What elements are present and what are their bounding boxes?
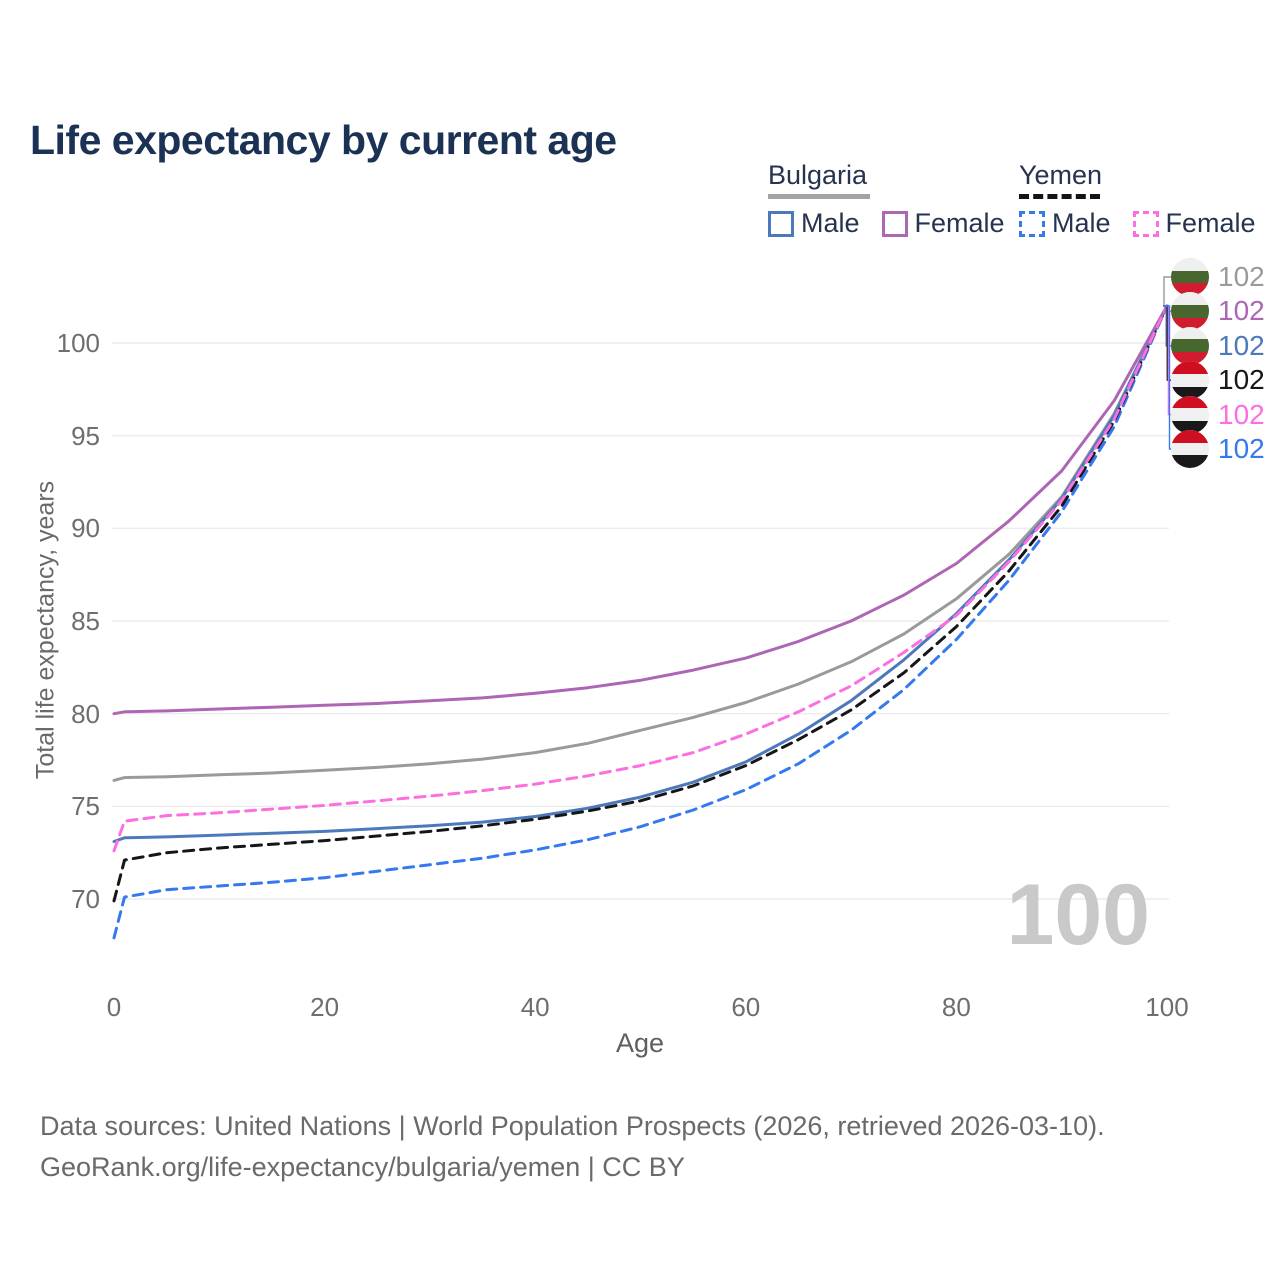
- y-tick-label: 90: [71, 513, 100, 544]
- bulgaria-flag-icon: [1171, 326, 1209, 365]
- y-axis-title: Total life expectancy, years: [31, 480, 60, 780]
- series-line-bulgaria-male[interactable]: [112, 304, 1169, 843]
- legend-item-yemen-female[interactable]: Female: [1132, 208, 1256, 239]
- y-tick-label: 80: [71, 698, 100, 729]
- y-tick-label: 100: [56, 328, 100, 358]
- bulgaria-male-swatch-icon: [768, 210, 794, 237]
- end-label-row: 102: [1171, 326, 1265, 365]
- y-tick-label: 70: [71, 884, 100, 914]
- yemen-flag-icon: [1171, 430, 1209, 468]
- legend-item-bulgaria-female[interactable]: Female: [881, 208, 1005, 239]
- yemen-male-swatch-icon: [1019, 210, 1045, 237]
- legend-group-bulgaria: Bulgaria Male Female: [768, 160, 1005, 239]
- end-label-row: 102: [1171, 292, 1265, 331]
- series-line-bulgaria[interactable]: [112, 304, 1169, 782]
- bulgaria-flag-icon: [1171, 292, 1209, 331]
- series-line-bulgaria-female[interactable]: [112, 304, 1169, 716]
- legend-item-bulgaria-male[interactable]: Male: [768, 208, 860, 239]
- legend-country-yemen[interactable]: Yemen: [1019, 160, 1103, 190]
- page-title: Life expectancy by current age: [30, 117, 617, 164]
- series-lines: [112, 304, 1169, 940]
- end-value-label: 102: [1218, 433, 1265, 464]
- legend-item-yemen-male[interactable]: Male: [1019, 208, 1111, 239]
- y-tick-label: 75: [71, 791, 100, 822]
- x-tick-label: 0: [106, 992, 122, 1022]
- end-label-row: 102: [1171, 395, 1265, 434]
- legend-group-yemen: Yemen Male Female: [1019, 160, 1256, 239]
- end-label-row: 102: [1171, 361, 1265, 400]
- data-source-footer: Data sources: United Nations | World Pop…: [40, 1106, 1105, 1188]
- series-line-yemen-female[interactable]: [112, 304, 1169, 853]
- x-tick-label: 60: [731, 992, 761, 1022]
- gridlines: [112, 342, 1169, 900]
- end-value-label: 102: [1218, 398, 1265, 430]
- legend-item-label: Female: [1165, 208, 1256, 238]
- legend-item-label: Male: [1052, 208, 1111, 238]
- legend-line-sample-solid: [768, 194, 870, 199]
- x-tick-label: 100: [1145, 992, 1189, 1022]
- bulgaria-female-swatch-icon: [881, 210, 908, 237]
- yemen-female-swatch-icon: [1132, 210, 1159, 237]
- legend-country-bulgaria[interactable]: Bulgaria: [768, 160, 868, 190]
- end-value-label: 102: [1218, 261, 1265, 292]
- legend-item-label: Male: [801, 208, 860, 238]
- series-line-yemen-male[interactable]: [112, 304, 1169, 940]
- bulgaria-flag-icon: [1171, 258, 1209, 296]
- age-frame-watermark: 100: [1006, 867, 1151, 963]
- end-value-label: 102: [1218, 295, 1265, 327]
- legend-item-label: Female: [914, 208, 1005, 238]
- legend-line-sample-dashed: [1019, 194, 1100, 199]
- end-value-label: 102: [1218, 329, 1265, 361]
- series-line-yemen[interactable]: [112, 304, 1169, 903]
- footer-attribution-line: GeoRank.org/life-expectancy/bulgaria/yem…: [40, 1152, 685, 1182]
- x-tick-label: 80: [941, 992, 971, 1022]
- yemen-flag-icon: [1171, 395, 1209, 434]
- y-tick-label: 95: [71, 420, 100, 451]
- end-label-row: 102: [1171, 430, 1265, 468]
- end-label-row: 102: [1171, 258, 1265, 296]
- x-tick-label: 40: [520, 992, 550, 1022]
- end-value-label: 102: [1218, 364, 1265, 396]
- x-axis-title: Age: [615, 1028, 665, 1058]
- y-tick-label: 85: [71, 606, 100, 636]
- yemen-flag-icon: [1171, 361, 1209, 400]
- footer-sources-line: Data sources: United Nations | World Pop…: [40, 1111, 1105, 1141]
- x-tick-label: 20: [310, 992, 340, 1022]
